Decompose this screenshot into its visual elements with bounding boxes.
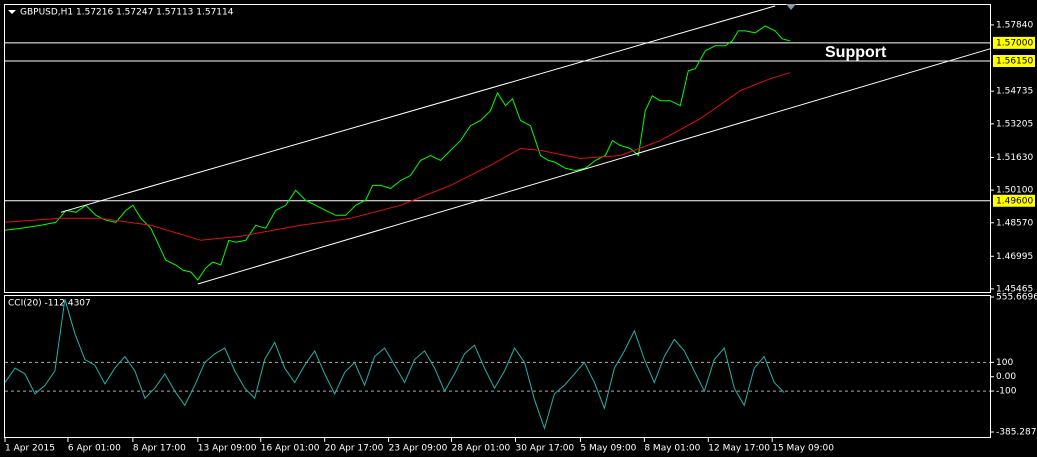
level-label-box [993,36,1035,49]
y-tick-label: 1.48570 [996,218,1033,228]
series-line [197,48,991,285]
y-tick-label: 1.53205 [996,119,1033,129]
y-tick-label: 1.50100 [996,186,1033,196]
level-label: 1.56150 [996,56,1033,66]
x-tick-label: 30 Apr 17:00 [515,444,574,454]
y-tick-label: 0.00 [996,372,1016,382]
series-line [60,5,776,213]
x-tick-label: 16 Apr 01:00 [261,444,320,454]
level-label-box [993,54,1035,67]
x-tick-label: 12 May 17:00 [708,444,770,454]
x-tick-label: 20 Apr 17:00 [325,444,384,454]
menu-arrow [8,10,16,14]
chart-title: GBPUSD,H1 1.57216 1.57247 1.57113 1.5711… [20,8,234,18]
series-line [4,299,785,431]
x-tick-label: 1 Apr 2015 [5,444,55,454]
x-tick-label: 8 May 01:00 [644,444,700,454]
y-tick-label: -100 [996,387,1017,397]
cci-panel [4,295,991,438]
indicator-title: CCI(20) -112.4307 [8,299,91,309]
price-panel [4,4,991,293]
y-tick-label: 1.46995 [996,252,1033,262]
y-tick-label: 100 [996,358,1013,368]
annotation: Support [825,44,887,61]
y-tick-label: 1.54735 [996,87,1033,97]
x-tick-label: 5 May 09:00 [580,444,636,454]
x-tick-label: 13 Apr 09:00 [198,444,257,454]
level-label: 1.49600 [996,196,1033,206]
y-tick-label: 1.45465 [996,284,1033,294]
x-tick-label: 23 Apr 09:00 [389,444,448,454]
y-tick-label: 1.57840 [996,20,1033,30]
level-label-box [993,194,1035,207]
x-tick-label: 6 Apr 01:00 [68,444,121,454]
shift-marker [786,4,796,10]
series-line [4,25,791,281]
series-line [4,72,791,241]
x-tick-label: 28 Apr 01:00 [452,444,511,454]
y-tick-label: -385.2873 [996,428,1037,438]
level-label: 1.57000 [996,38,1033,48]
y-tick-label: 555.6696 [996,293,1037,303]
x-tick-label: 15 May 09:00 [772,444,834,454]
x-tick-label: 8 Apr 17:00 [133,444,186,454]
y-tick-label: 1.51630 [996,153,1033,163]
